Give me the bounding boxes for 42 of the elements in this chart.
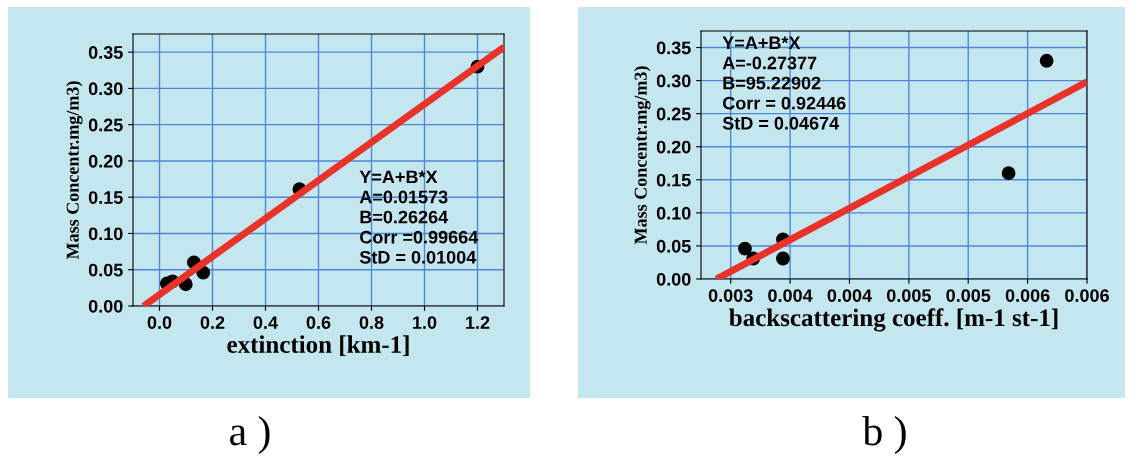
- point: [776, 251, 790, 266]
- x-tick-label: 0.005: [946, 289, 991, 302]
- x-tick-label: 1.0: [413, 316, 437, 329]
- x-tick-label: 0.004: [827, 289, 872, 302]
- x-tick-label: 0.8: [359, 316, 384, 329]
- x-tick-label: 0.006: [1005, 289, 1050, 302]
- x-tick-label: 0.0: [147, 316, 172, 329]
- x-axis-title: extinction [km-1]: [227, 335, 409, 357]
- y-tick-label: 0.30: [88, 82, 123, 96]
- x-tick-label: 0.003: [708, 289, 753, 303]
- y-tick-label: 0.25: [656, 107, 691, 121]
- y-tick-label: 0.30: [656, 74, 691, 88]
- point: [1001, 166, 1016, 181]
- point: [1039, 53, 1054, 68]
- y-tick-label: 0.20: [656, 140, 691, 154]
- x-tick-label: 0.004: [768, 289, 813, 302]
- y-axis-title: Mass Concentr.mg/m3): [66, 81, 83, 260]
- x-tick-label: 1.2: [466, 316, 490, 329]
- y-axis-title: Mass Concentr.mg/m3): [634, 66, 651, 245]
- x-axis-title: backscattering coeff. [m-1 st-1]: [729, 308, 1058, 332]
- text: b ): [862, 416, 906, 454]
- x-tick-label: 0.005: [886, 289, 931, 302]
- annotation: Y=A+B*X A=-0.27377 B=95.22902 Corr = 0.92446 StD = 0.04674: [722, 36, 846, 130]
- point: [738, 241, 752, 256]
- x-tick-label: 0.4: [253, 316, 278, 329]
- text: a ): [230, 416, 270, 454]
- x-tick-label: 0.6: [306, 316, 331, 329]
- y-tick-label: 0.10: [88, 227, 123, 241]
- y-tick-label: 0.15: [88, 191, 123, 204]
- y-tick-label: 0.35: [88, 46, 123, 59]
- y-tick-label: 0.20: [88, 154, 123, 168]
- y-tick-label: 0.10: [656, 206, 691, 220]
- y-tick-label: 0.05: [656, 239, 691, 253]
- x-tick-label: 0.006: [1065, 289, 1109, 302]
- y-tick-label: 0.15: [656, 173, 691, 187]
- y-tick-label: 0.00: [656, 272, 691, 286]
- y-tick-label: 0.35: [656, 41, 691, 55]
- y-tick-label: 0.05: [88, 263, 123, 277]
- y-tick-label: 0.25: [88, 118, 123, 132]
- x-tick-label: 0.2: [200, 316, 225, 329]
- annotation: Y=A+B*X A=0.01573 B=0.26264 Corr =0.99664 StD = 0.01004: [359, 170, 479, 264]
- y-tick-label: 0.00: [88, 299, 123, 313]
